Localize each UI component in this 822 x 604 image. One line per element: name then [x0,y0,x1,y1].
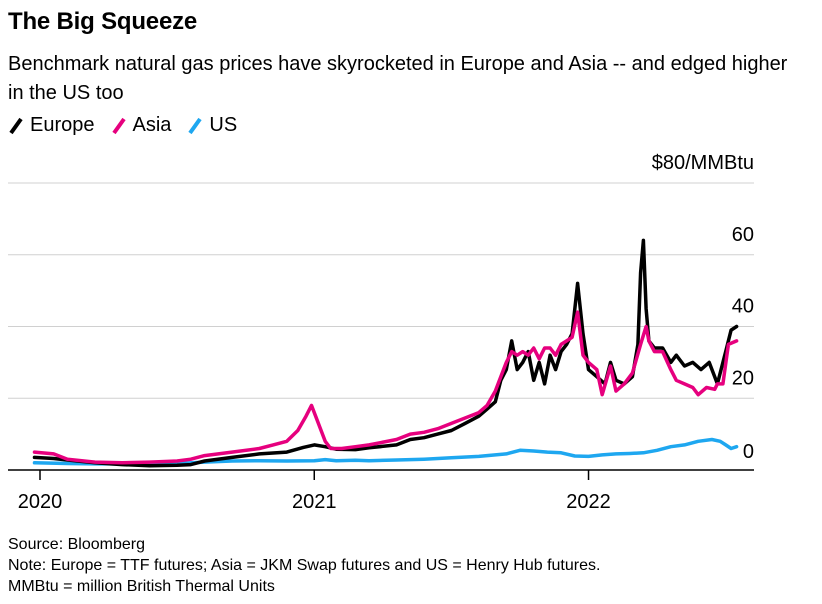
chart-title: The Big Squeeze [8,8,198,35]
legend-swatch-asia [111,117,126,134]
y-tick-label-1: 20 [732,367,754,389]
x-tick-label-0: 2020 [18,491,63,513]
line-chart: 2020 2021 2022 0 20 40 60 $80/MMBtu [8,152,754,513]
unit-note: MMBtu = million British Thermal Units [8,578,275,595]
legend-item-europe: Europe [8,114,95,137]
legend-label-asia: Asia [132,114,172,136]
series-note: Note: Europe = TTF futures; Asia = JKM S… [8,557,601,574]
legend-swatch-us [188,117,203,134]
x-axis: 2020 2021 2022 [8,469,754,513]
series-line-asia [32,310,739,465]
chart-legend: Europe Asia US [8,114,237,137]
y-tick-label-3: 60 [732,224,754,246]
series-layer [32,238,739,468]
legend-item-asia: Asia [111,114,172,137]
y-tick-label-0: 0 [743,441,754,463]
y-tick-label-2: 40 [732,296,754,318]
y-axis-labels: 0 20 40 60 $80/MMBtu [652,152,754,463]
source-note: Source: Bloomberg [8,536,145,553]
x-tick-label-2: 2022 [566,491,611,513]
chart-subtitle: Benchmark natural gas prices have skyroc… [8,53,788,104]
legend-label-us: US [209,114,238,136]
chart-footer: Source: Bloomberg Note: Europe = TTF fut… [8,534,600,597]
y-tick-label-4: $80/MMBtu [652,152,754,174]
x-tick-label-1: 2021 [292,491,337,513]
legend-swatch-europe [9,117,23,134]
legend-item-us: US [187,114,237,137]
grid-layer [8,182,754,399]
legend-label-europe: Europe [30,114,95,136]
series-line-us [32,437,739,467]
series-line-europe [32,238,739,468]
